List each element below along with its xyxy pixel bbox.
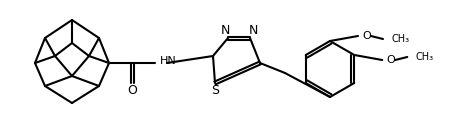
Text: O: O — [127, 83, 137, 96]
Text: N: N — [220, 25, 230, 38]
Text: O: O — [363, 31, 371, 41]
Text: CH₃: CH₃ — [391, 34, 409, 44]
Text: HN: HN — [160, 56, 177, 66]
Text: N: N — [248, 25, 258, 38]
Text: S: S — [211, 83, 219, 96]
Text: CH₃: CH₃ — [415, 52, 433, 62]
Text: O: O — [387, 55, 396, 65]
